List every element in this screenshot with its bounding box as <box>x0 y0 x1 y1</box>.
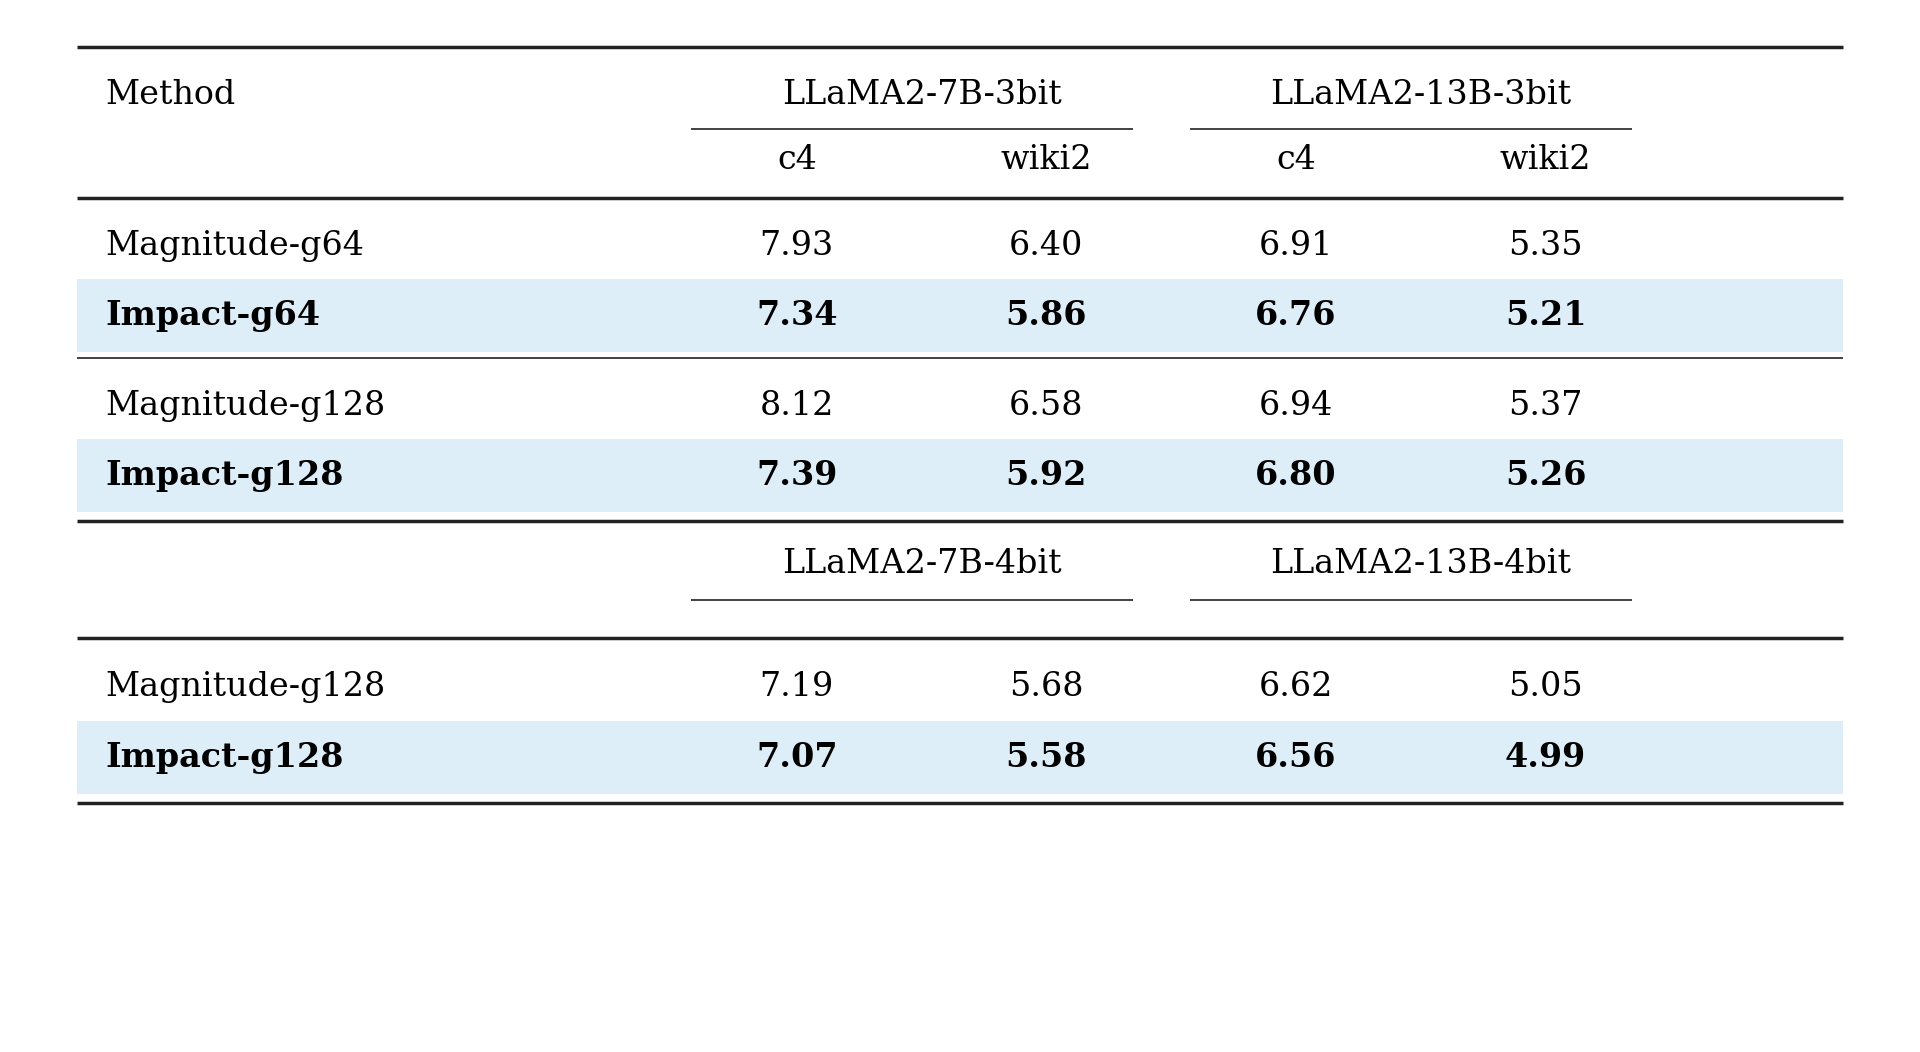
Text: wiki2: wiki2 <box>1000 144 1092 176</box>
Text: 6.91: 6.91 <box>1260 230 1332 262</box>
Text: Impact-g64: Impact-g64 <box>106 299 321 332</box>
Text: 8.12: 8.12 <box>760 390 833 422</box>
Text: 7.93: 7.93 <box>760 230 833 262</box>
Text: Impact-g128: Impact-g128 <box>106 741 344 774</box>
Text: 5.58: 5.58 <box>1006 741 1087 774</box>
Text: 5.86: 5.86 <box>1006 299 1087 332</box>
Text: 7.07: 7.07 <box>756 741 837 774</box>
Text: Magnitude-g64: Magnitude-g64 <box>106 230 365 262</box>
Text: 6.56: 6.56 <box>1256 741 1336 774</box>
Text: 7.39: 7.39 <box>756 459 837 492</box>
Text: 5.21: 5.21 <box>1505 299 1586 332</box>
Text: 5.68: 5.68 <box>1010 671 1083 703</box>
Text: 6.40: 6.40 <box>1010 230 1083 262</box>
Text: 5.37: 5.37 <box>1509 390 1582 422</box>
Text: LLaMA2-13B-3bit: LLaMA2-13B-3bit <box>1271 79 1571 110</box>
Text: 6.62: 6.62 <box>1260 671 1332 703</box>
Text: 5.35: 5.35 <box>1509 230 1582 262</box>
Text: 5.92: 5.92 <box>1006 459 1087 492</box>
Text: 6.58: 6.58 <box>1010 390 1083 422</box>
Text: LLaMA2-7B-3bit: LLaMA2-7B-3bit <box>781 79 1062 110</box>
Text: 7.34: 7.34 <box>756 299 837 332</box>
Text: 7.19: 7.19 <box>760 671 833 703</box>
Text: Impact-g128: Impact-g128 <box>106 459 344 492</box>
Text: 6.94: 6.94 <box>1260 390 1332 422</box>
Bar <box>77 721 1843 794</box>
Bar <box>77 279 1843 352</box>
Text: 6.76: 6.76 <box>1256 299 1336 332</box>
Text: c4: c4 <box>1277 144 1315 176</box>
Text: 4.99: 4.99 <box>1505 741 1586 774</box>
Text: 5.05: 5.05 <box>1509 671 1582 703</box>
Text: 6.80: 6.80 <box>1256 459 1336 492</box>
Bar <box>77 439 1843 512</box>
Text: c4: c4 <box>778 144 816 176</box>
Text: Method: Method <box>106 79 236 110</box>
Text: Magnitude-g128: Magnitude-g128 <box>106 671 386 703</box>
Text: LLaMA2-7B-4bit: LLaMA2-7B-4bit <box>781 548 1062 580</box>
Text: Magnitude-g128: Magnitude-g128 <box>106 390 386 422</box>
Text: 5.26: 5.26 <box>1505 459 1586 492</box>
Text: wiki2: wiki2 <box>1500 144 1592 176</box>
Text: LLaMA2-13B-4bit: LLaMA2-13B-4bit <box>1271 548 1571 580</box>
